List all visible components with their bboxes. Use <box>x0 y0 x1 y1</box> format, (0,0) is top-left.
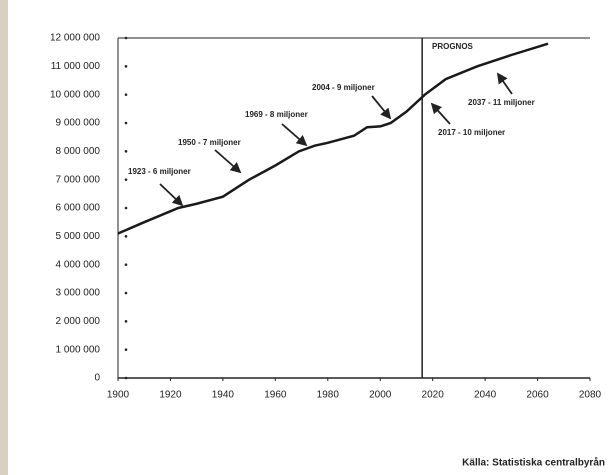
y-tick-label: 11 000 000 <box>51 61 101 72</box>
y-tick-label: 7 000 000 <box>56 174 101 185</box>
y-tick-label: 8 000 000 <box>56 146 101 157</box>
annotation: 2004 - 9 miljoner <box>312 83 375 92</box>
y-tick <box>124 235 128 238</box>
y-tick <box>124 376 128 380</box>
arrow <box>430 102 451 125</box>
annotation: 2017 - 10 miljoner <box>438 128 505 137</box>
x-tick-label: 1900 <box>107 390 130 401</box>
scan-edge <box>0 0 8 475</box>
annotation: PROGNOS <box>432 42 474 51</box>
x-tick-label: 1980 <box>317 390 340 401</box>
y-tick-label: 4 000 000 <box>56 259 101 270</box>
x-tick-label: 2020 <box>422 390 445 401</box>
x-tick-label: 1940 <box>212 390 235 401</box>
annotation: 2037 - 11 miljoner <box>468 98 535 107</box>
x-tick-label: 2000 <box>369 390 392 401</box>
y-tick-label: 2 000 000 <box>56 316 101 327</box>
y-tick <box>124 206 128 210</box>
y-tick <box>124 121 128 125</box>
y-tick <box>124 36 128 40</box>
y-tick <box>124 178 128 181</box>
y-tick <box>124 320 128 323</box>
arrow <box>496 72 513 95</box>
y-tick-label: 5 000 000 <box>56 231 101 242</box>
y-tick <box>124 348 128 351</box>
annotation: 1969 - 8 miljoner <box>245 110 308 119</box>
y-tick <box>124 263 128 266</box>
annotation: 1950 - 7 miljoner <box>178 138 241 147</box>
line <box>117 42 549 235</box>
y-tick-label: 3 000 000 <box>56 288 101 299</box>
x-tick-label: 2060 <box>526 390 549 401</box>
x-tick-label: 1960 <box>264 390 287 401</box>
y-tick-label: 10 000 000 <box>50 89 100 100</box>
y-tick <box>124 150 128 153</box>
arrow <box>281 123 308 147</box>
y-tick-label: 1 000 000 <box>56 344 101 355</box>
annotation: 1923 - 6 miljoner <box>128 167 191 176</box>
y-tick <box>124 291 128 295</box>
arrow <box>159 183 184 207</box>
arrow <box>214 149 242 174</box>
y-tick <box>124 93 128 96</box>
x-tick-label: 2040 <box>474 390 497 401</box>
x-tick-label: 2080 <box>579 390 602 401</box>
source: Källa: Statistiska centralbyrån <box>462 457 605 469</box>
arrow <box>371 95 392 120</box>
y-tick-label: 9 000 000 <box>56 118 101 129</box>
y-tick-label: 0 <box>94 373 100 384</box>
y-tick-label: 6 000 000 <box>56 203 101 214</box>
y-tick-label: 12 000 000 <box>50 33 100 44</box>
y-tick <box>124 65 128 68</box>
x-tick-label: 1920 <box>159 390 182 401</box>
